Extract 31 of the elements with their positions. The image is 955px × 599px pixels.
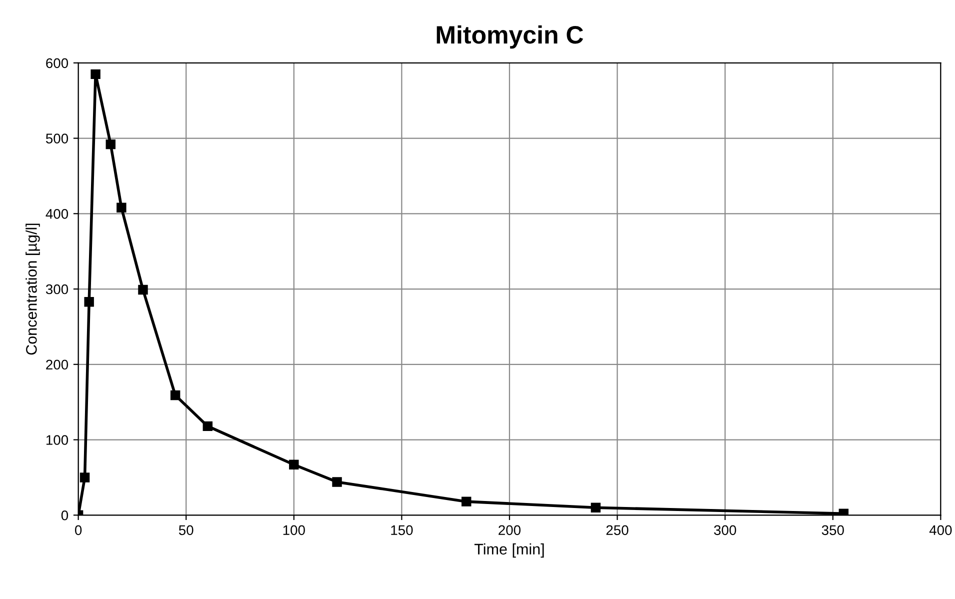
chart-title: Mitomycin C (436, 25, 584, 49)
point (202, 421, 213, 432)
y-tick-label: 100 (46, 435, 68, 445)
x-axis-title: Time [min] (474, 543, 544, 558)
point (84, 296, 94, 307)
x-tick-label: 250 (606, 525, 628, 536)
point (170, 390, 180, 400)
point (106, 139, 116, 150)
x-tick-label: 300 (714, 525, 736, 536)
x-tick-label: 200 (498, 525, 521, 536)
point (116, 202, 126, 212)
x-tick-label: 0 (74, 525, 82, 536)
point (332, 477, 342, 487)
point (90, 69, 100, 80)
y-tick-label: 300 (46, 284, 68, 294)
y-tick-label: 600 (46, 58, 68, 68)
y-tick-label: 500 (46, 134, 68, 144)
y-tick-label: 0 (61, 510, 68, 520)
point (138, 284, 148, 295)
x-tick-label: 100 (283, 525, 305, 536)
x-tick-label: 400 (929, 525, 952, 536)
x-tick-label: 50 (178, 525, 194, 536)
x-tick-label: 150 (391, 525, 413, 536)
y-axis-title: Concentration [µg/l] (26, 224, 40, 355)
point (289, 460, 299, 470)
x-tick-label: 350 (822, 525, 844, 536)
point (80, 472, 90, 482)
point (590, 502, 601, 512)
y-tick-label: 200 (46, 360, 68, 370)
y-tick-label: 400 (46, 208, 68, 219)
point (462, 496, 472, 506)
